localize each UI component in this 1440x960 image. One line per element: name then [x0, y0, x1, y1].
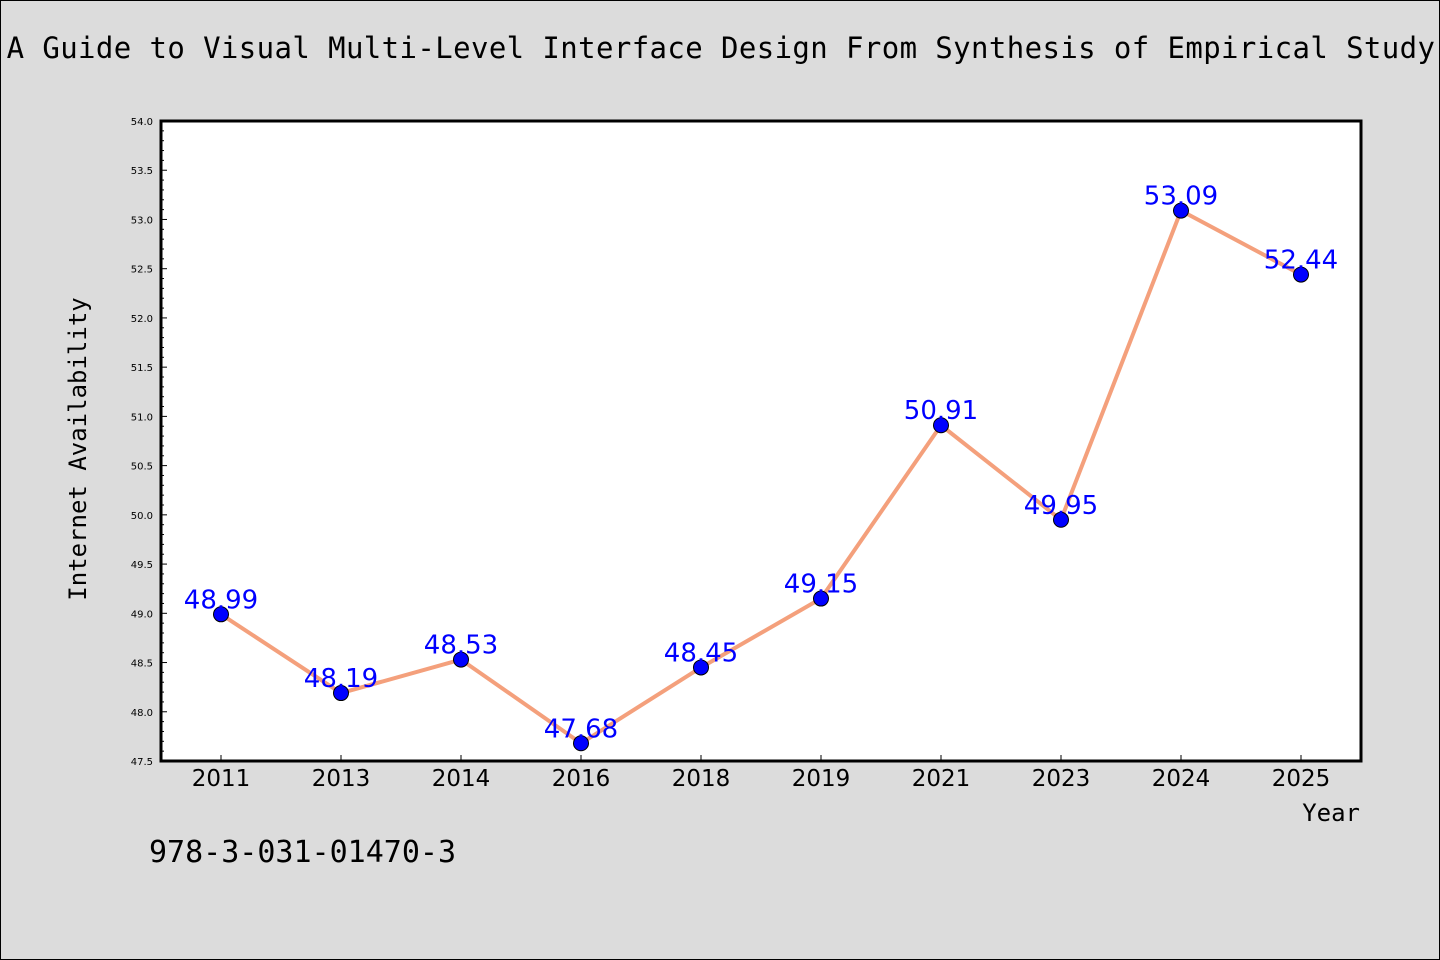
- y-tick-label: 49.0: [131, 609, 153, 620]
- y-tick-label: 52.5: [131, 265, 153, 276]
- data-label: 52.44: [1264, 246, 1338, 276]
- data-point: [1173, 202, 1189, 219]
- data-point: [693, 659, 709, 676]
- y-tick-label: 53.0: [131, 215, 153, 226]
- series-line: [219, 208, 1303, 746]
- data-point: [213, 606, 229, 623]
- data-point: [1293, 266, 1309, 283]
- x-tick-label: 2023: [1032, 766, 1091, 792]
- y-tick-label: 48.5: [131, 659, 153, 670]
- data-label: 48.99: [184, 585, 258, 615]
- plot-area: [159, 119, 1363, 763]
- y-tick-label: 48.0: [131, 708, 153, 719]
- y-axis-label: Internet Availability: [64, 297, 92, 600]
- x-tick-label: 2019: [792, 766, 851, 792]
- x-tick-label: 2011: [192, 766, 251, 792]
- data-label: 53.09: [1144, 182, 1218, 212]
- isbn-text: 978-3-031-01470-3: [149, 835, 457, 870]
- y-tick-label: 51.5: [131, 363, 153, 374]
- data-label: 49.95: [1024, 491, 1098, 521]
- data-label: 49.15: [784, 570, 858, 600]
- x-tick-label: 2025: [1272, 766, 1331, 792]
- data-label: 48.53: [424, 631, 498, 661]
- data-point: [933, 417, 949, 434]
- x-tick-label: 2016: [552, 766, 611, 792]
- x-tick-label: 2013: [312, 766, 371, 792]
- data-point: [813, 590, 829, 607]
- y-tick-label: 54.0: [131, 117, 153, 128]
- data-markers: [213, 202, 1309, 752]
- data-label: 48.45: [664, 638, 738, 668]
- x-tick-label: 2014: [432, 766, 491, 792]
- data-labels: 48.99 48.19 48.53 47.68 48.45 49.15 50.91 49.95…: [184, 182, 1338, 745]
- x-tick-label: 2018: [672, 766, 731, 792]
- y-tick-label: 50.0: [131, 511, 153, 522]
- data-label: 50.91: [904, 396, 978, 426]
- x-tick-label: 2024: [1152, 766, 1211, 792]
- data-label: 47.68: [544, 714, 618, 744]
- data-point: [453, 651, 469, 668]
- y-axis: 47.5 48.0 48.5 49.0 49.5 50.0 50.5 51.0 51.5 52.0…: [131, 117, 167, 768]
- y-tick-label: 50.5: [131, 462, 153, 473]
- chart-title: A Guide to Visual Multi-Level Interface …: [6, 31, 1436, 65]
- y-tick-label: 47.5: [131, 757, 153, 768]
- data-label: 48.19: [304, 664, 378, 694]
- data-point: [333, 685, 349, 702]
- data-point: [573, 735, 589, 752]
- y-tick-label: 49.5: [131, 560, 153, 571]
- x-axis-label: Year: [1302, 799, 1360, 827]
- y-tick-label: 51.0: [131, 412, 153, 423]
- y-tick-label: 53.5: [131, 166, 153, 177]
- x-tick-label: 2021: [912, 766, 971, 792]
- x-axis: 2011 2013 2014 2016 2018 2019 2021 2023 2024 2025: [192, 755, 1331, 792]
- y-tick-label: 52.0: [131, 314, 153, 325]
- data-point: [1053, 511, 1069, 528]
